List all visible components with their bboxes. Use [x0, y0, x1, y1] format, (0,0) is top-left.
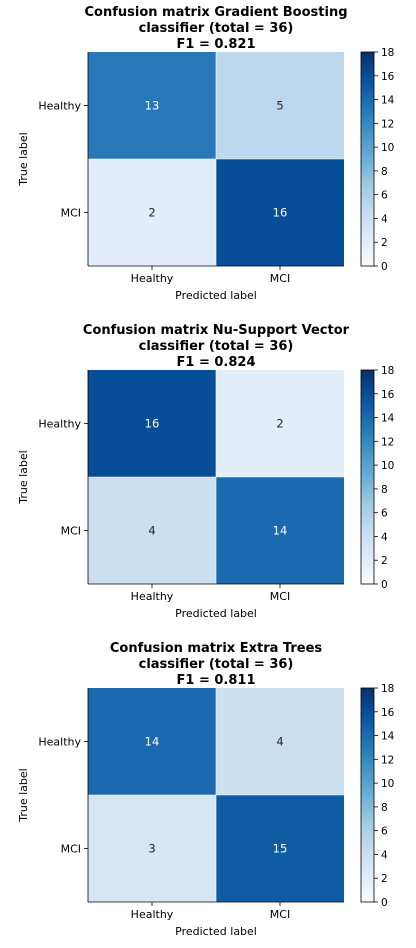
colorbar-tick-label: 10	[381, 460, 394, 472]
colorbar-tick-label: 16	[381, 71, 395, 83]
colorbar-tick-label: 6	[381, 508, 388, 520]
y-tick-label: MCI	[61, 843, 81, 856]
colorbar-tick-label: 8	[381, 166, 388, 178]
colorbar-tick-label: 14	[381, 95, 395, 107]
cell-value-label: 4	[276, 735, 283, 749]
colorbar-tick-label: 6	[381, 826, 388, 838]
colorbar-tick-label: 12	[381, 118, 394, 130]
y-tick-label: Healthy	[38, 736, 81, 749]
y-tick-label: MCI	[61, 525, 81, 538]
x-axis-label: Predicted label	[175, 607, 257, 620]
colorbar-tick-label: 2	[381, 237, 388, 249]
cell-value-label: 4	[148, 524, 155, 538]
y-tick-label: Healthy	[38, 100, 81, 113]
heatmap-cell-healthy-mci	[216, 370, 344, 477]
colorbar-tick-label: 16	[381, 389, 395, 401]
colorbar	[360, 687, 375, 903]
heatmap-cell-healthy-mci	[216, 688, 344, 795]
chart-title-line-2: classifier (total = 36)	[139, 21, 294, 36]
x-axis-label: Predicted label	[175, 925, 257, 938]
cell-value-label: 14	[273, 524, 288, 538]
chart-title-line-2: classifier (total = 36)	[139, 657, 294, 672]
x-tick-label: MCI	[270, 908, 290, 921]
chart-title-line-1: Confusion matrix Nu-Support Vector	[83, 323, 350, 338]
chart-title-line-1: Confusion matrix Extra Trees	[110, 641, 323, 656]
colorbar-tick-label: 4	[381, 531, 388, 543]
chart-title-line-3: F1 = 0.821	[177, 37, 256, 52]
x-axis-label: Predicted label	[175, 289, 257, 302]
heatmap-cell-mci-mci	[216, 795, 344, 902]
x-tick-label: MCI	[270, 272, 290, 285]
colorbar-tick-label: 2	[381, 555, 388, 567]
colorbar-tick-label: 6	[381, 190, 388, 202]
cell-value-label: 3	[148, 842, 155, 856]
cell-value-label: 14	[145, 735, 160, 749]
y-tick-label: MCI	[61, 207, 81, 220]
colorbar-tick-label: 12	[381, 436, 394, 448]
colorbar-tick-label: 10	[381, 778, 394, 790]
cell-value-label: 15	[273, 842, 288, 856]
colorbar-tick-label: 14	[381, 413, 395, 425]
chart-title-line-3: F1 = 0.811	[177, 673, 256, 688]
y-axis-label: True label	[17, 768, 30, 822]
y-axis-label: True label	[17, 450, 30, 504]
heatmap-cell-mci-mci	[216, 477, 344, 584]
colorbar-tick-label: 0	[381, 897, 388, 909]
cell-value-label: 16	[145, 417, 160, 431]
colorbar-tick-label: 4	[381, 213, 388, 225]
cell-value-label: 16	[273, 206, 288, 220]
heatmap-cell-healthy-healthy	[88, 370, 216, 477]
colorbar-tick-label: 12	[381, 754, 394, 766]
heatmap-cell-healthy-healthy	[88, 688, 216, 795]
chart-title-line-3: F1 = 0.824	[177, 355, 256, 370]
colorbar	[360, 51, 375, 267]
colorbar	[360, 369, 375, 585]
cell-value-label: 13	[145, 99, 160, 113]
x-tick-label: Healthy	[131, 590, 174, 603]
y-tick-label: Healthy	[38, 418, 81, 431]
colorbar-tick-label: 18	[381, 683, 394, 695]
cell-value-label: 2	[276, 417, 283, 431]
colorbar-tick-label: 8	[381, 484, 388, 496]
heatmap-cell-mci-mci	[216, 159, 344, 266]
colorbar-tick-label: 16	[381, 707, 395, 719]
colorbar-tick-label: 14	[381, 731, 395, 743]
colorbar-tick-label: 4	[381, 849, 388, 861]
heatmap-cell-healthy-healthy	[88, 52, 216, 159]
y-axis-label: True label	[17, 132, 30, 186]
x-tick-label: Healthy	[131, 908, 174, 921]
heatmap-cell-mci-healthy	[88, 795, 216, 902]
colorbar-tick-label: 0	[381, 579, 388, 591]
heatmap-cell-mci-healthy	[88, 477, 216, 584]
confusion-matrix-panel-1: Confusion matrix Gradient Boostingclassi…	[17, 5, 395, 302]
heatmap-cell-mci-healthy	[88, 159, 216, 266]
x-tick-label: MCI	[270, 590, 290, 603]
chart-title-line-1: Confusion matrix Gradient Boosting	[84, 5, 347, 20]
colorbar-tick-label: 10	[381, 142, 394, 154]
chart-title-line-2: classifier (total = 36)	[139, 339, 294, 354]
colorbar-tick-label: 0	[381, 261, 388, 273]
colorbar-tick-label: 18	[381, 365, 394, 377]
confusion-matrix-panel-2: Confusion matrix Nu-Support Vectorclassi…	[17, 323, 395, 620]
colorbar-tick-label: 2	[381, 873, 388, 885]
heatmap-cell-healthy-mci	[216, 52, 344, 159]
x-tick-label: Healthy	[131, 272, 174, 285]
colorbar-tick-label: 8	[381, 802, 388, 814]
colorbar-tick-label: 18	[381, 47, 394, 59]
cell-value-label: 5	[276, 99, 283, 113]
cell-value-label: 2	[148, 206, 155, 220]
